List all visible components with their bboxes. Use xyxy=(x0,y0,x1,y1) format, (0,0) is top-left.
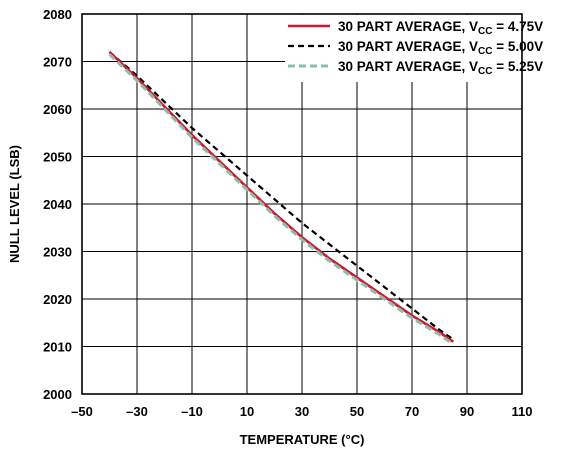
x-tick-label: –50 xyxy=(71,404,93,419)
plot-frame xyxy=(81,13,523,395)
legend: 30 PART AVERAGE, VCC = 4.75V 30 PART AVER… xyxy=(285,15,543,82)
series-line-3 xyxy=(108,53,455,346)
y-tick-label: 2010 xyxy=(43,340,72,355)
y-tick-label: 2080 xyxy=(43,7,72,22)
series-line-1 xyxy=(108,51,454,343)
x-tick-label: –30 xyxy=(126,404,148,419)
x-axis-title: TEMPERATURE (°C) xyxy=(240,432,365,447)
x-tick-label: 30 xyxy=(295,404,309,419)
series-line-2 xyxy=(108,51,454,341)
x-tick-label: 90 xyxy=(460,404,474,419)
x-tick-label: 10 xyxy=(240,404,254,419)
y-tick-label: 2070 xyxy=(43,55,72,70)
y-tick-labels: 2000 2010 2020 2030 2040 2050 2060 2070 2080 xyxy=(43,7,72,402)
y-tick-label: 2050 xyxy=(43,150,72,165)
x-tick-label: 110 xyxy=(512,404,533,419)
y-tick-label: 2040 xyxy=(43,197,72,212)
y-tick-label: 2030 xyxy=(43,245,72,260)
x-tick-label: 50 xyxy=(350,404,364,419)
x-tick-labels: –50 –30 –10 10 30 50 70 90 110 xyxy=(71,404,532,419)
x-tick-label: 70 xyxy=(405,404,419,419)
legend-label-1: 30 PART AVERAGE, VCC = 4.75V xyxy=(338,19,543,37)
y-tick-label: 2060 xyxy=(43,102,72,117)
x-tick-label: –10 xyxy=(181,404,203,419)
y-tick-label: 2020 xyxy=(43,292,72,307)
legend-label-2: 30 PART AVERAGE, VCC = 5.00V xyxy=(338,39,543,57)
y-axis-title: NULL LEVEL (LSB) xyxy=(7,145,22,263)
series-layer xyxy=(108,51,455,346)
legend-label-3: 30 PART AVERAGE, VCC = 5.25V xyxy=(338,59,543,77)
y-tick-label: 2000 xyxy=(43,387,72,402)
